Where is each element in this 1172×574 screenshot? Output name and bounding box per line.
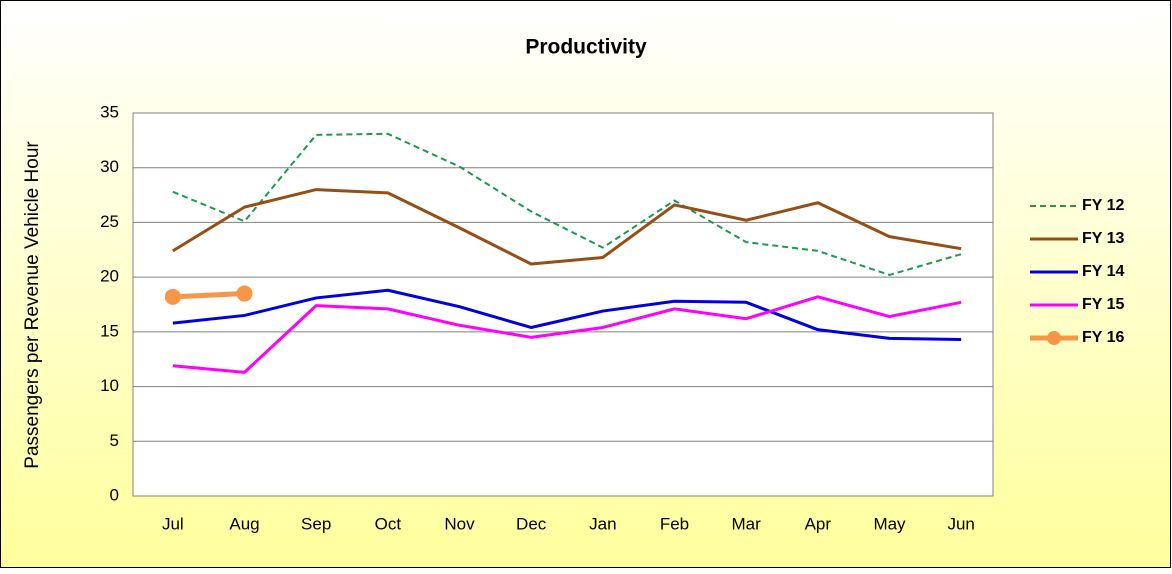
series-line: [172, 291, 245, 300]
chart-title: Productivity: [525, 36, 647, 59]
y-tick-label: 10: [100, 376, 119, 395]
y-tick-label: 20: [100, 267, 119, 286]
y-tick-label: 30: [100, 157, 119, 176]
x-tick-label: Sep: [301, 514, 331, 533]
legend-label: FY 16: [1082, 329, 1125, 346]
y-tick-label: 35: [100, 102, 119, 121]
legend-label: FY 13: [1082, 230, 1125, 247]
legend-marker: [1047, 331, 1061, 345]
x-tick-label: Oct: [375, 514, 402, 533]
series-line: [172, 288, 962, 342]
x-tick-label: Dec: [516, 514, 547, 533]
y-axis-label: Passengers per Revenue Vehicle Hour: [22, 141, 43, 469]
y-tick-label: 25: [100, 212, 119, 231]
x-tick-label: Apr: [805, 514, 832, 533]
series-marker: [164, 288, 181, 305]
y-tick-label: 15: [100, 321, 119, 340]
x-tick-label: Mar: [732, 514, 762, 533]
x-tick-label: Feb: [660, 514, 689, 533]
series-line: [172, 132, 962, 276]
x-tick-label: Aug: [229, 514, 259, 533]
legend-label: FY 15: [1082, 296, 1125, 313]
x-tick-label: Nov: [444, 514, 475, 533]
y-tick-label: 0: [110, 485, 119, 504]
plot-area: [132, 112, 994, 497]
series-marker: [236, 285, 253, 302]
series-line: [172, 188, 962, 266]
legend-label: FY 14: [1082, 263, 1125, 280]
x-tick-label: Jul: [162, 514, 184, 533]
y-tick-label: 5: [110, 431, 119, 450]
x-tick-label: Jun: [947, 514, 974, 533]
x-tick-label: May: [873, 514, 906, 533]
series-line: [172, 295, 962, 374]
legend-label: FY 12: [1082, 197, 1125, 214]
x-tick-label: Jan: [589, 514, 616, 533]
